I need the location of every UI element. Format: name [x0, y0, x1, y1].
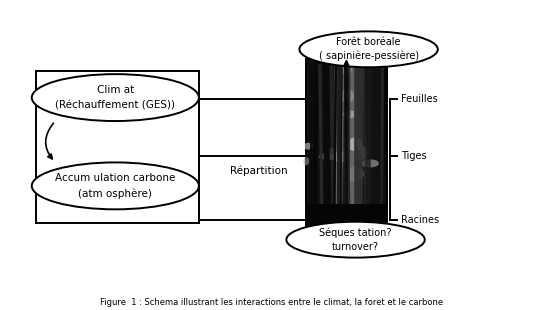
Ellipse shape — [304, 157, 309, 166]
Text: (Réchauffement (GES)): (Réchauffement (GES)) — [55, 100, 175, 110]
Text: Forêt boréale: Forêt boréale — [336, 38, 401, 47]
Text: (atm osphère): (atm osphère) — [78, 188, 152, 199]
Bar — [306, 204, 387, 230]
Text: Clim at: Clim at — [97, 85, 134, 95]
Text: Répartition: Répartition — [230, 166, 288, 176]
Text: Tiges: Tiges — [401, 151, 426, 161]
Bar — [334, 59, 355, 230]
Ellipse shape — [361, 159, 379, 167]
Ellipse shape — [32, 74, 199, 121]
Ellipse shape — [341, 62, 352, 75]
Ellipse shape — [286, 222, 425, 258]
Ellipse shape — [299, 31, 438, 67]
Ellipse shape — [32, 162, 199, 209]
Bar — [306, 59, 387, 230]
Ellipse shape — [344, 167, 364, 181]
Text: Racines: Racines — [401, 215, 439, 225]
Text: Accum ulation carbone: Accum ulation carbone — [55, 173, 176, 183]
Ellipse shape — [340, 89, 354, 103]
Text: ( sapinière-pessière): ( sapinière-pessière) — [319, 51, 419, 61]
Ellipse shape — [343, 110, 356, 118]
Ellipse shape — [357, 146, 367, 160]
Ellipse shape — [303, 143, 313, 150]
Text: Feuilles: Feuilles — [401, 94, 438, 104]
Text: Figure  1 : Schema illustrant les interactions entre le climat, la foret et le c: Figure 1 : Schema illustrant les interac… — [101, 298, 443, 307]
Text: turnover?: turnover? — [332, 241, 379, 252]
Ellipse shape — [319, 153, 337, 160]
Text: Séques tation?: Séques tation? — [319, 228, 392, 238]
Ellipse shape — [347, 138, 363, 151]
Ellipse shape — [327, 147, 347, 161]
Ellipse shape — [333, 151, 347, 163]
